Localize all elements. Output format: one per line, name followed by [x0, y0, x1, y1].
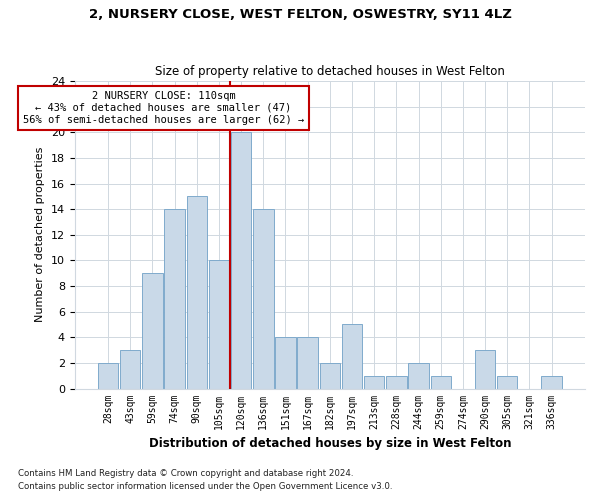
Bar [342, 324, 362, 388]
Y-axis label: Number of detached properties: Number of detached properties [35, 147, 45, 322]
Bar [497, 376, 517, 388]
Bar [120, 350, 140, 389]
Bar [253, 209, 274, 388]
Bar [298, 338, 318, 388]
Text: Contains HM Land Registry data © Crown copyright and database right 2024.: Contains HM Land Registry data © Crown c… [18, 468, 353, 477]
Bar [164, 209, 185, 388]
Text: 2, NURSERY CLOSE, WEST FELTON, OSWESTRY, SY11 4LZ: 2, NURSERY CLOSE, WEST FELTON, OSWESTRY,… [89, 8, 511, 20]
Bar [231, 132, 251, 388]
Bar [431, 376, 451, 388]
Bar [98, 363, 118, 388]
Bar [475, 350, 495, 389]
Bar [409, 363, 429, 388]
Bar [364, 376, 385, 388]
X-axis label: Distribution of detached houses by size in West Felton: Distribution of detached houses by size … [149, 437, 511, 450]
Bar [320, 363, 340, 388]
Bar [275, 338, 296, 388]
Bar [386, 376, 407, 388]
Title: Size of property relative to detached houses in West Felton: Size of property relative to detached ho… [155, 66, 505, 78]
Text: 2 NURSERY CLOSE: 110sqm
← 43% of detached houses are smaller (47)
56% of semi-de: 2 NURSERY CLOSE: 110sqm ← 43% of detache… [23, 92, 304, 124]
Bar [541, 376, 562, 388]
Bar [187, 196, 207, 388]
Bar [142, 273, 163, 388]
Bar [209, 260, 229, 388]
Text: Contains public sector information licensed under the Open Government Licence v3: Contains public sector information licen… [18, 482, 392, 491]
